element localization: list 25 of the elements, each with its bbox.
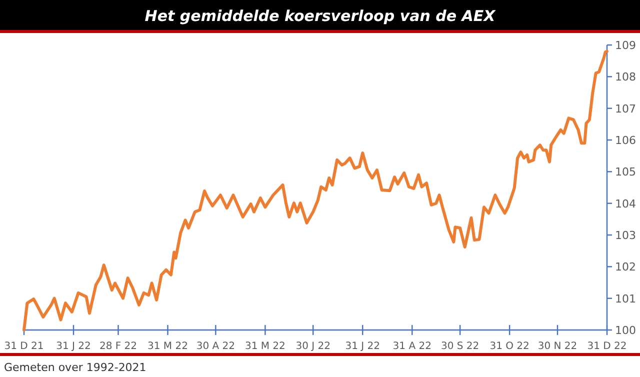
x-tick-label: 30 N 22 [538,341,578,352]
x-tick-label: 31 J 22 [56,341,91,352]
x-tick-label: 31 J 22 [345,341,380,352]
y-tick-label: 103 [615,229,636,242]
x-tick-label: 30 J 22 [296,341,330,352]
x-tick-label: 31 D 21 [4,341,44,352]
x-tick-label: 28 F 22 [99,341,138,352]
text: Gemeten over 1992-2021 [4,361,146,374]
y-tick-label: 108 [615,70,636,84]
x-tick-label: 31 D 22 [587,341,627,352]
x-tick-label: 30 A 22 [196,341,235,352]
x-tick-label: 31 O 22 [490,341,530,352]
x-tick-label: 30 S 22 [440,341,480,352]
chart-title: Het gemiddelde koersverloop van de AEX [144,7,497,25]
y-tick-label: 101 [615,292,636,306]
x-tick-label: 31 M 22 [148,341,188,352]
y-tick-label: 106 [615,134,636,147]
y-tick-label: 100 [615,324,636,337]
y-tick-label: 104 [615,197,636,210]
y-tick-label: 102 [615,260,636,274]
x-tick-label: 31 A 22 [392,341,432,352]
y-tick-label: 107 [615,102,636,116]
x-tick-label: 31 M 22 [244,341,286,352]
y-tick-label: 109 [615,39,636,52]
y-tick-label: 105 [615,166,636,179]
